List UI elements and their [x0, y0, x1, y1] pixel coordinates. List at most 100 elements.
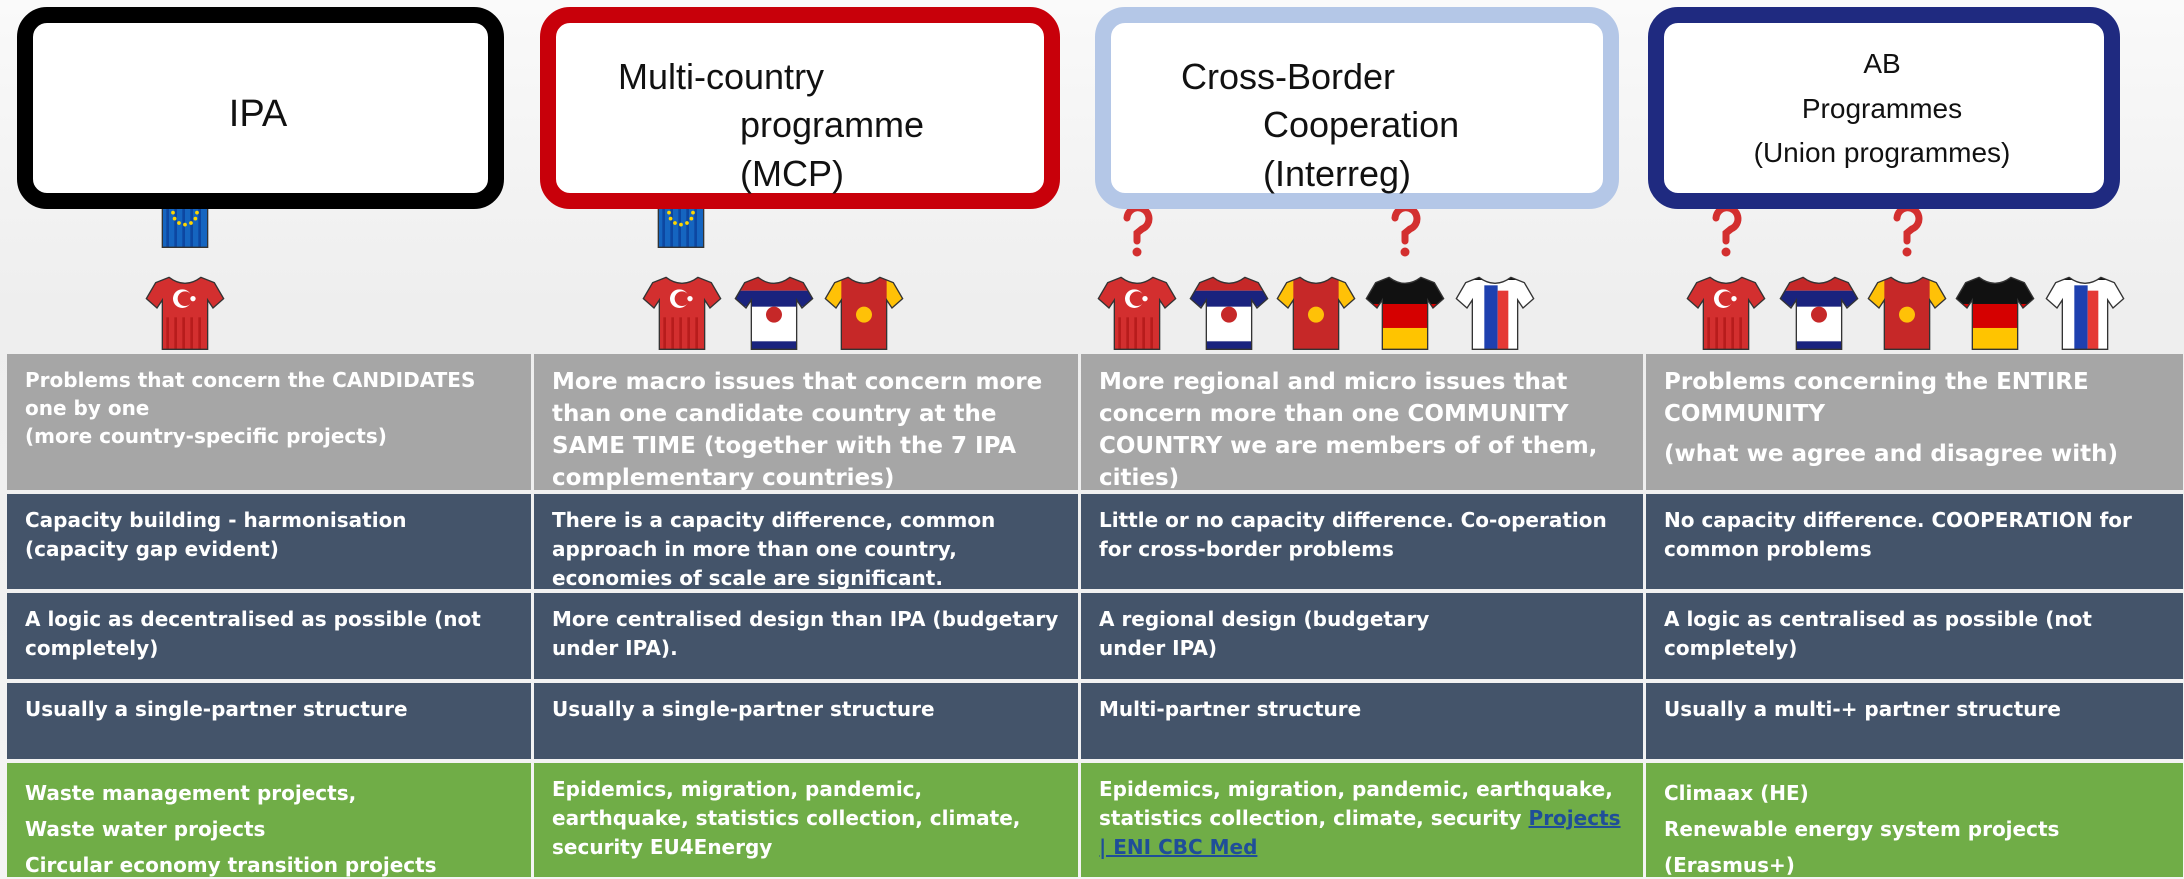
cell-text: Multi-partner structure: [1099, 697, 1362, 721]
header-text: IPA: [228, 93, 288, 135]
paragraph: More macro issues that concern more than…: [552, 366, 1064, 490]
paragraph: (more country-specific projects): [25, 422, 517, 450]
cell-text: Circular economy transition projects: [25, 853, 437, 877]
paragraph: Capacity building - harmonisation (capac…: [25, 506, 517, 564]
cell-text: A logic as centralised as possible (not …: [1664, 607, 2092, 660]
jersey-de: [1955, 276, 2035, 350]
header-art: [145, 174, 2125, 350]
jersey-tr: [145, 276, 225, 350]
cell-text: Usually a single-partner structure: [552, 697, 935, 721]
paragraph: Usually a single-partner structure: [552, 695, 1064, 724]
header-text: programme: [740, 104, 925, 145]
cell-text: Waste water projects: [25, 817, 266, 841]
cell-text: (Erasmus+): [1664, 853, 1795, 877]
question-mark: [1712, 204, 1742, 257]
jersey-fr: [2045, 276, 2125, 350]
header-box: [540, 7, 1060, 209]
cell-text: Renewable energy system projects: [1664, 817, 2060, 841]
cell-text: under IPA): [1099, 636, 1218, 660]
jersey-me: [824, 276, 904, 350]
table-cell: More regional and micro issues that conc…: [1081, 354, 1643, 490]
cell-text: (what we agree and disagree with): [1664, 441, 2118, 467]
table-cell: Usually a single-partner structure: [534, 683, 1078, 759]
cell-text: (more country-specific projects): [25, 424, 387, 448]
table-cell: More centralised design than IPA (budget…: [534, 593, 1078, 679]
paragraph: (what we agree and disagree with): [1664, 438, 2169, 470]
paragraph: There is a capacity difference, common a…: [552, 506, 1064, 589]
paragraph: Circular economy transition projects: [25, 847, 517, 877]
paragraph: No capacity difference. COOPERATION for …: [1664, 506, 2169, 564]
paragraph: (Erasmus+): [1664, 847, 2169, 877]
paragraph: Usually a single-partner structure: [25, 695, 517, 724]
cell-text: More regional and micro issues that conc…: [1099, 369, 1598, 490]
paragraph: Multi-partner structure: [1099, 695, 1629, 724]
paragraph: More regional and micro issues that conc…: [1099, 366, 1629, 490]
header-box: [1095, 7, 1619, 209]
jersey-me: [1867, 276, 1947, 350]
jersey-fr: [1455, 276, 1535, 350]
link[interactable]: Projects | ENI CBC Med: [1099, 806, 1621, 859]
table-cell: Waste management projects, Waste water pr…: [7, 763, 531, 877]
paragraph: Waste water projects: [25, 811, 517, 847]
cell-text: Problems that concern the CANDIDATES one…: [25, 368, 476, 420]
table-cell: Problems that concern the CANDIDATES one…: [7, 354, 531, 490]
table-cell: There is a capacity difference, common a…: [534, 494, 1078, 589]
cell-text: A logic as decentralised as possible (no…: [25, 607, 481, 660]
paragraph: A logic as centralised as possible (not …: [1664, 605, 2169, 663]
header-text: Cooperation: [1263, 104, 1460, 145]
cell-text: Climaax (HE): [1664, 781, 1809, 805]
cell-text: Usually a multi-+ partner structure: [1664, 697, 2061, 721]
table-cell: No capacity difference. COOPERATION for …: [1646, 494, 2183, 589]
paragraph: Problems concerning the ENTIRE COMMUNITY: [1664, 366, 2169, 430]
header-box: [1648, 7, 2120, 209]
jersey-tr: [1097, 276, 1177, 350]
table-cell: Multi-partner structure: [1081, 683, 1643, 759]
table-cell: Little or no capacity difference. Co-ope…: [1081, 494, 1643, 589]
paragraph: Renewable energy system projects: [1664, 811, 2169, 847]
header-text: AB: [1863, 48, 1901, 79]
jersey-me: [1276, 276, 1356, 350]
cell-text: Usually a single-partner structure: [25, 697, 408, 721]
paragraph: A logic as decentralised as possible (no…: [25, 605, 517, 663]
paragraph: Little or no capacity difference. Co-ope…: [1099, 506, 1629, 564]
cell-text: No capacity difference. COOPERATION for …: [1664, 508, 2132, 561]
table-cell: Epidemics, migration, pandemic, earthqua…: [1081, 763, 1643, 877]
jersey-tr: [1686, 276, 1766, 350]
cell-text: Epidemics, migration, pandemic, earthqua…: [1099, 777, 1613, 830]
paragraph: Usually a multi-+ partner structure: [1664, 695, 2169, 724]
table-cell: Epidemics, migration, pandemic, earthqua…: [534, 763, 1078, 877]
table-cell: Capacity building - harmonisation (capac…: [7, 494, 531, 589]
cell-text: Problems concerning the ENTIRE COMMUNITY: [1664, 369, 2089, 427]
table-cell: A logic as decentralised as possible (no…: [7, 593, 531, 679]
table-cell: Problems concerning the ENTIRE COMMUNITY…: [1646, 354, 2183, 490]
table-cell: More macro issues that concern more than…: [534, 354, 1078, 490]
question-mark: [1123, 204, 1153, 257]
paragraph: under IPA): [1099, 634, 1629, 663]
paragraph: More centralised design than IPA (budget…: [552, 605, 1064, 663]
paragraph: Waste management projects,: [25, 775, 517, 811]
header-text: Programmes: [1801, 93, 1963, 124]
table-cell: Usually a single-partner structure: [7, 683, 531, 759]
paragraph: Climaax (HE): [1664, 775, 2169, 811]
cell-text: More macro issues that concern more than…: [552, 369, 1043, 490]
header-text: (MCP): [740, 153, 844, 194]
header-text: (Interreg): [1263, 153, 1412, 194]
cell-text: Capacity building - harmonisation (capac…: [25, 508, 407, 561]
table-cell: Climaax (HE) Renewable energy system proj…: [1646, 763, 2183, 877]
jersey-rs: [1189, 276, 1269, 350]
header-text: Cross-Border: [1181, 56, 1396, 97]
jersey-rs: [1779, 276, 1859, 350]
paragraph: Epidemics, migration, pandemic, earthqua…: [1099, 775, 1629, 862]
question-mark: [1893, 204, 1923, 257]
cell-text: A regional design (budgetary: [1099, 607, 1430, 631]
table: Problems that concern the CANDIDATES one…: [7, 354, 2183, 877]
table-cell: A regional design (budgetary under IPA): [1081, 593, 1643, 679]
header-text: Multi-country: [618, 56, 825, 97]
jersey-de: [1365, 276, 1445, 350]
question-mark: [1391, 204, 1421, 257]
cell-text: Little or no capacity difference. Co-ope…: [1099, 508, 1607, 561]
paragraph: A regional design (budgetary: [1099, 605, 1629, 634]
paragraph: Epidemics, migration, pandemic, earthqua…: [552, 775, 1064, 862]
cell-text: Waste management projects,: [25, 781, 357, 805]
